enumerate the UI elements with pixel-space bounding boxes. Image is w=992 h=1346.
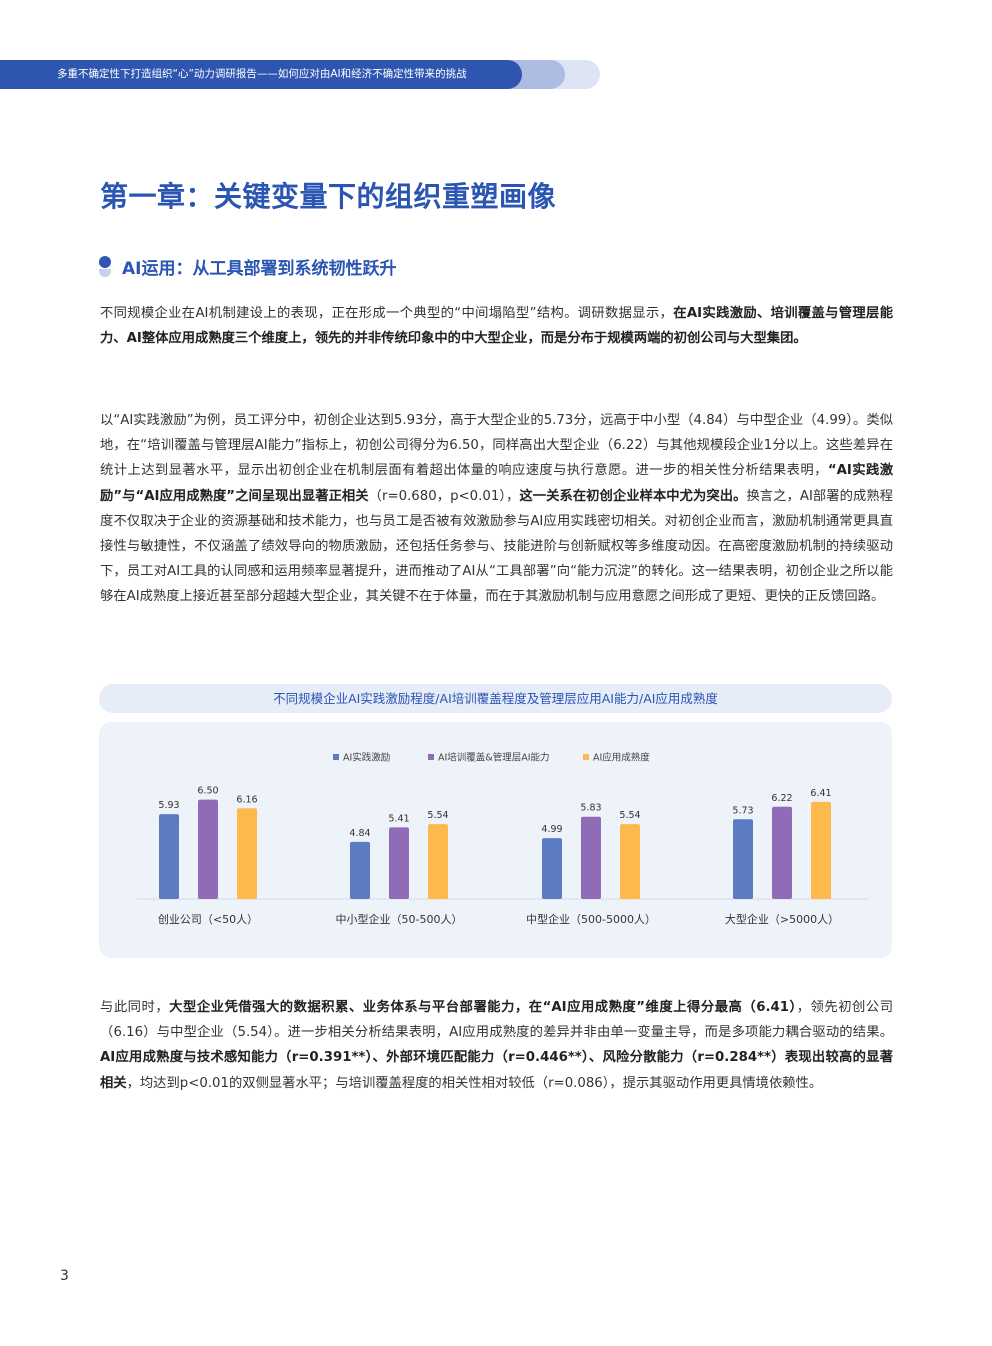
data-label: 6.41 bbox=[810, 788, 831, 799]
bar bbox=[350, 841, 370, 899]
paragraph-large-enterprise: 与此同时，大型企业凭借强大的数据积累、业务体系与平台部署能力，在“AI应用成熟度… bbox=[100, 995, 893, 1096]
bold-text-run: 在AI实践激励、培训覆盖与管理层能力、AI整体应用成熟度三个维度上，领先的并非传… bbox=[100, 306, 893, 347]
category-label: 创业公司（<50人） bbox=[158, 913, 258, 926]
bar bbox=[428, 824, 448, 899]
data-label: 5.41 bbox=[388, 813, 409, 824]
data-label: 5.54 bbox=[619, 810, 640, 821]
bar bbox=[389, 827, 409, 899]
legend-swatch bbox=[333, 754, 339, 760]
category-label: 中小型企业（50-500人） bbox=[336, 912, 463, 926]
chapter-title: 第一章：关键变量下的组织重塑画像 bbox=[100, 180, 557, 213]
legend-swatch bbox=[428, 754, 434, 760]
section-bullet-shadow-icon bbox=[99, 269, 111, 277]
text-run: ，均达到p<0.01的双侧显著水平；与培训覆盖程度的相关性相对较低（r=0.08… bbox=[126, 1075, 823, 1091]
data-label: 6.16 bbox=[236, 794, 257, 805]
text-run: 换言之，AI部署的成熟程度不仅取决于企业的资源基础和技术能力，也与员工是否被有效… bbox=[100, 488, 893, 605]
text-run: （r=0.680，p<0.01）， bbox=[368, 488, 520, 504]
bar bbox=[811, 801, 831, 899]
text-run: 与此同时， bbox=[100, 1000, 170, 1015]
bold-text-run: 大型企业凭借强大的数据积累、业务体系与平台部署能力，在“AI应用成熟度”维度上得… bbox=[169, 1000, 797, 1015]
bar-chart: AI实践激励 AI培训覆盖&管理层AI能力 AI应用成熟度 5.93 6.50 6.16 创… bbox=[137, 752, 869, 926]
chart-panel: AI实践激励 AI培训覆盖&管理层AI能力 AI应用成熟度 5.93 6.50 6.16 创… bbox=[99, 722, 892, 958]
section-title: AI运用：从工具部署到系统韧性跃升 bbox=[122, 259, 397, 279]
section-bullet-icon bbox=[99, 256, 111, 268]
data-label: 5.54 bbox=[427, 810, 448, 821]
category-label: 大型企业（>5000人） bbox=[725, 912, 839, 926]
legend-label: AI应用成熟度 bbox=[593, 752, 650, 764]
data-label: 6.50 bbox=[197, 786, 218, 797]
bold-text-run: 这一关系在初创企业样本中尤为突出。 bbox=[519, 488, 747, 504]
page-number: 3 bbox=[60, 1268, 69, 1284]
bar bbox=[542, 838, 562, 899]
bar bbox=[733, 819, 753, 899]
header-banner-text: 多重不确定性下打造组织“心”动力调研报告——如何应对由AI和经济不确定性带来的挑… bbox=[57, 68, 467, 80]
data-label: 5.83 bbox=[580, 803, 601, 814]
paragraph-incentive-analysis: 以“AI实践激励”为例，员工评分中，初创企业达到5.93分，高于大型企业的5.7… bbox=[100, 408, 893, 610]
data-label: 4.99 bbox=[541, 824, 562, 835]
text-run: 以“AI实践激励”为例，员工评分中，初创企业达到5.93分，高于大型企业的5.7… bbox=[100, 413, 893, 479]
header-banner bbox=[0, 60, 522, 89]
data-label: 5.73 bbox=[732, 805, 753, 816]
paragraph-intro: 不同规模企业在AI机制建设上的表现，正在形成一个典型的“中间塌陷型”结构。调研数… bbox=[100, 301, 893, 351]
legend-label: AI实践激励 bbox=[343, 752, 390, 764]
bold-text-run: “AI实践激励”与“AI应用成熟度”之间呈现出显著正相关 bbox=[100, 463, 894, 504]
legend-swatch bbox=[583, 754, 589, 760]
bar bbox=[159, 814, 179, 899]
bold-text-run: AI应用成熟度与技术感知能力（r=0.391**）、外部环境匹配能力（r=0.4… bbox=[100, 1050, 893, 1091]
bar bbox=[772, 806, 792, 899]
bar bbox=[620, 824, 640, 899]
legend-label: AI培训覆盖&管理层AI能力 bbox=[438, 752, 550, 764]
data-label: 4.84 bbox=[349, 828, 370, 839]
text-run: 不同规模企业在AI机制建设上的表现，正在形成一个典型的“中间塌陷型”结构。调研数… bbox=[100, 306, 674, 321]
data-label: 5.93 bbox=[158, 800, 179, 811]
bar bbox=[581, 816, 601, 899]
chart-title: 不同规模企业AI实践激励程度/AI培训覆盖程度及管理层应用AI能力/AI应用成熟… bbox=[99, 684, 892, 713]
bar bbox=[198, 799, 218, 899]
category-label: 中型企业（500-5000人） bbox=[526, 912, 656, 926]
bar bbox=[237, 808, 257, 899]
data-label: 6.22 bbox=[771, 793, 792, 804]
text-run: ，领先初创公司（6.16）与中型企业（5.54）。进一步相关分析结果表明，AI应… bbox=[100, 1000, 894, 1041]
